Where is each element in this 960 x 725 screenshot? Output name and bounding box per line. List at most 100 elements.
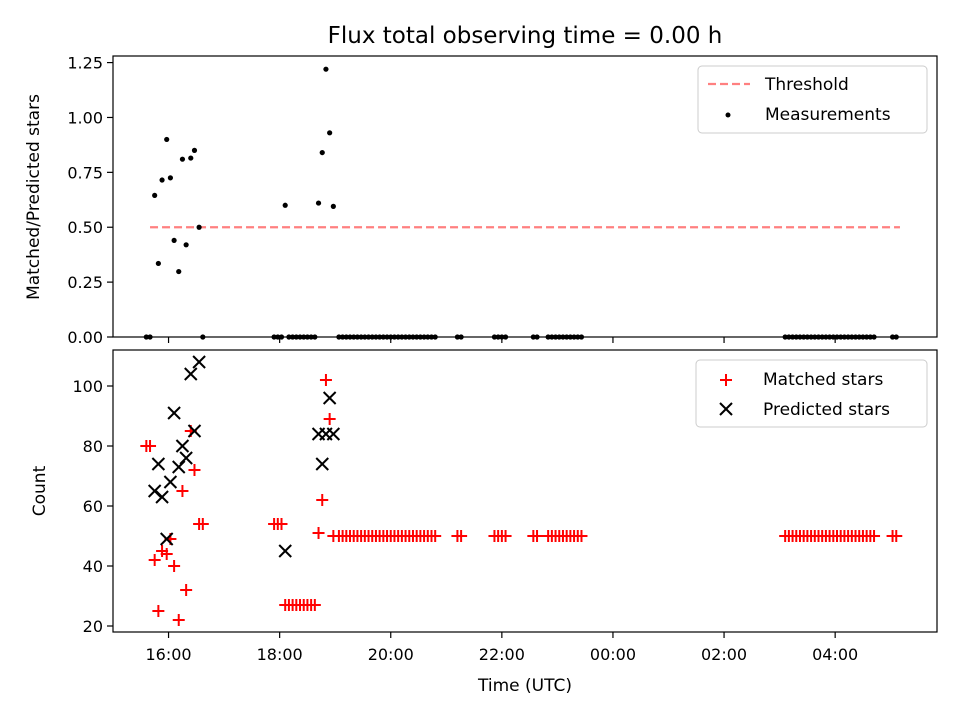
legend-measurements-label: Measurements — [765, 105, 891, 125]
measurement-point — [191, 147, 198, 153]
predicted-star-point — [315, 457, 329, 471]
top-axes-frame — [112, 55, 938, 338]
bottom-xtick: 16:00 — [145, 632, 192, 664]
bottom-ytick: 80 — [83, 437, 113, 456]
matched-star-point — [152, 605, 165, 617]
predicted-star-point — [179, 451, 193, 465]
bottom-xtick: 02:00 — [701, 632, 747, 664]
predicted-star-point — [322, 391, 337, 405]
top-axes: 0.00 0.25 0.50 0.75 1.00 1.25 Matched/Predict… — [24, 54, 938, 347]
bottom-legend-box — [695, 359, 928, 428]
matched-star-point — [312, 527, 325, 539]
measurement-point — [164, 136, 170, 143]
predicted-star-point — [151, 457, 166, 471]
matched-star-point — [319, 374, 332, 386]
top-ytick-label: 0.50 — [67, 218, 103, 237]
legend-predicted-swatch — [719, 402, 733, 416]
x-axis-label: Time (UTC) — [477, 676, 572, 696]
bottom-plot-marks — [140, 355, 903, 626]
matched-star-point — [575, 530, 588, 542]
predicted-star-point — [155, 490, 169, 504]
measurement-point — [183, 242, 189, 248]
top-ytick: 0.75 — [67, 163, 113, 182]
top-ytick-label: 0.75 — [67, 163, 103, 182]
bottom-ytick: 100 — [72, 377, 113, 396]
predicted-star-point — [175, 439, 190, 453]
legend-threshold-label: Threshold — [764, 75, 849, 95]
measurement-point — [319, 149, 325, 156]
predicted-star-point — [159, 532, 174, 546]
predicted-star-point — [163, 475, 178, 489]
measurement-point — [167, 175, 174, 181]
matched-star-point — [316, 494, 329, 506]
matched-star-point — [890, 530, 903, 542]
bottom-ytick: 40 — [83, 557, 113, 576]
matched-star-point — [531, 530, 544, 542]
predicted-star-point — [184, 367, 198, 381]
legend-predicted-label: Predicted stars — [763, 400, 890, 420]
matched-star-point — [144, 440, 157, 452]
matched-star-point — [275, 518, 288, 530]
bottom-ytick-label: 80 — [83, 437, 103, 456]
top-ytick-label: 0.25 — [67, 273, 103, 292]
bottom-xtick: 18:00 — [257, 632, 303, 664]
bottom-x-ticks: 16:00 18:00 20:00 22:00 00:00 02:00 04:00 — [145, 632, 858, 664]
measurement-point — [282, 202, 288, 208]
top-ytick: 1.25 — [67, 54, 113, 73]
bottom-xtick-label: 02:00 — [701, 645, 747, 664]
top-ytick: 0.00 — [67, 328, 113, 347]
bottom-y-ticks: 20 40 60 80 100 — [72, 377, 113, 636]
bottom-axes: 20 40 60 80 100 16:00 18:00 20:00 22:00 00:00 02:… — [30, 349, 938, 696]
measurement-point — [315, 200, 322, 206]
legend-matched-swatch — [720, 374, 732, 386]
top-legend-box — [697, 65, 928, 134]
top-ytick: 0.50 — [67, 218, 113, 237]
predicted-star-point — [187, 424, 202, 438]
predicted-star-point — [172, 460, 186, 474]
top-legend: Threshold Measurements — [697, 65, 928, 134]
matched-star-point — [188, 464, 201, 476]
measurement-point — [327, 130, 333, 136]
measurement-point — [330, 203, 336, 209]
bottom-axes-frame — [112, 349, 938, 633]
measurement-point — [171, 237, 177, 244]
bottom-xtick: 04:00 — [812, 632, 858, 664]
predicted-star-point — [278, 544, 292, 558]
bottom-ytick: 20 — [83, 617, 113, 636]
matched-star-point — [196, 518, 209, 530]
matched-star-point — [168, 560, 181, 572]
bottom-ytick-label: 40 — [83, 557, 103, 576]
matched-star-point — [455, 530, 468, 542]
bottom-xtick-label: 20:00 — [368, 645, 414, 664]
matched-star-point — [323, 413, 336, 425]
measurement-point — [152, 192, 158, 199]
bottom-legend: Matched stars Predicted stars — [695, 359, 928, 428]
bottom-ytick-label: 60 — [83, 497, 103, 516]
bottom-ytick: 60 — [83, 497, 113, 516]
legend-matched-label: Matched stars — [763, 370, 883, 390]
bottom-ytick-label: 100 — [72, 377, 103, 396]
measurement-point — [196, 224, 202, 230]
bottom-xtick-label: 04:00 — [812, 645, 858, 664]
matched-star-point — [148, 554, 161, 566]
measurement-point — [179, 156, 186, 162]
measurement-point — [188, 155, 194, 161]
bottom-xtick-label: 16:00 — [145, 645, 191, 664]
measurement-point — [155, 260, 161, 267]
top-ytick-label: 0.00 — [67, 328, 103, 347]
matched-star-point — [180, 584, 193, 596]
top-y-axis-label: Matched/Predicted stars — [24, 94, 44, 300]
predicted-star-point — [167, 406, 181, 420]
top-ytick: 1.00 — [67, 108, 113, 127]
matched-star-point — [172, 614, 185, 626]
measurement-point — [176, 268, 182, 275]
bottom-xtick-label: 00:00 — [590, 645, 636, 664]
top-x-ticks — [167, 337, 836, 343]
top-ytick: 0.25 — [67, 273, 113, 292]
predicted-star-point — [326, 427, 341, 441]
predicted-star-point — [192, 355, 206, 369]
bottom-xtick: 00:00 — [590, 632, 636, 664]
top-ytick-label: 1.25 — [67, 54, 103, 73]
